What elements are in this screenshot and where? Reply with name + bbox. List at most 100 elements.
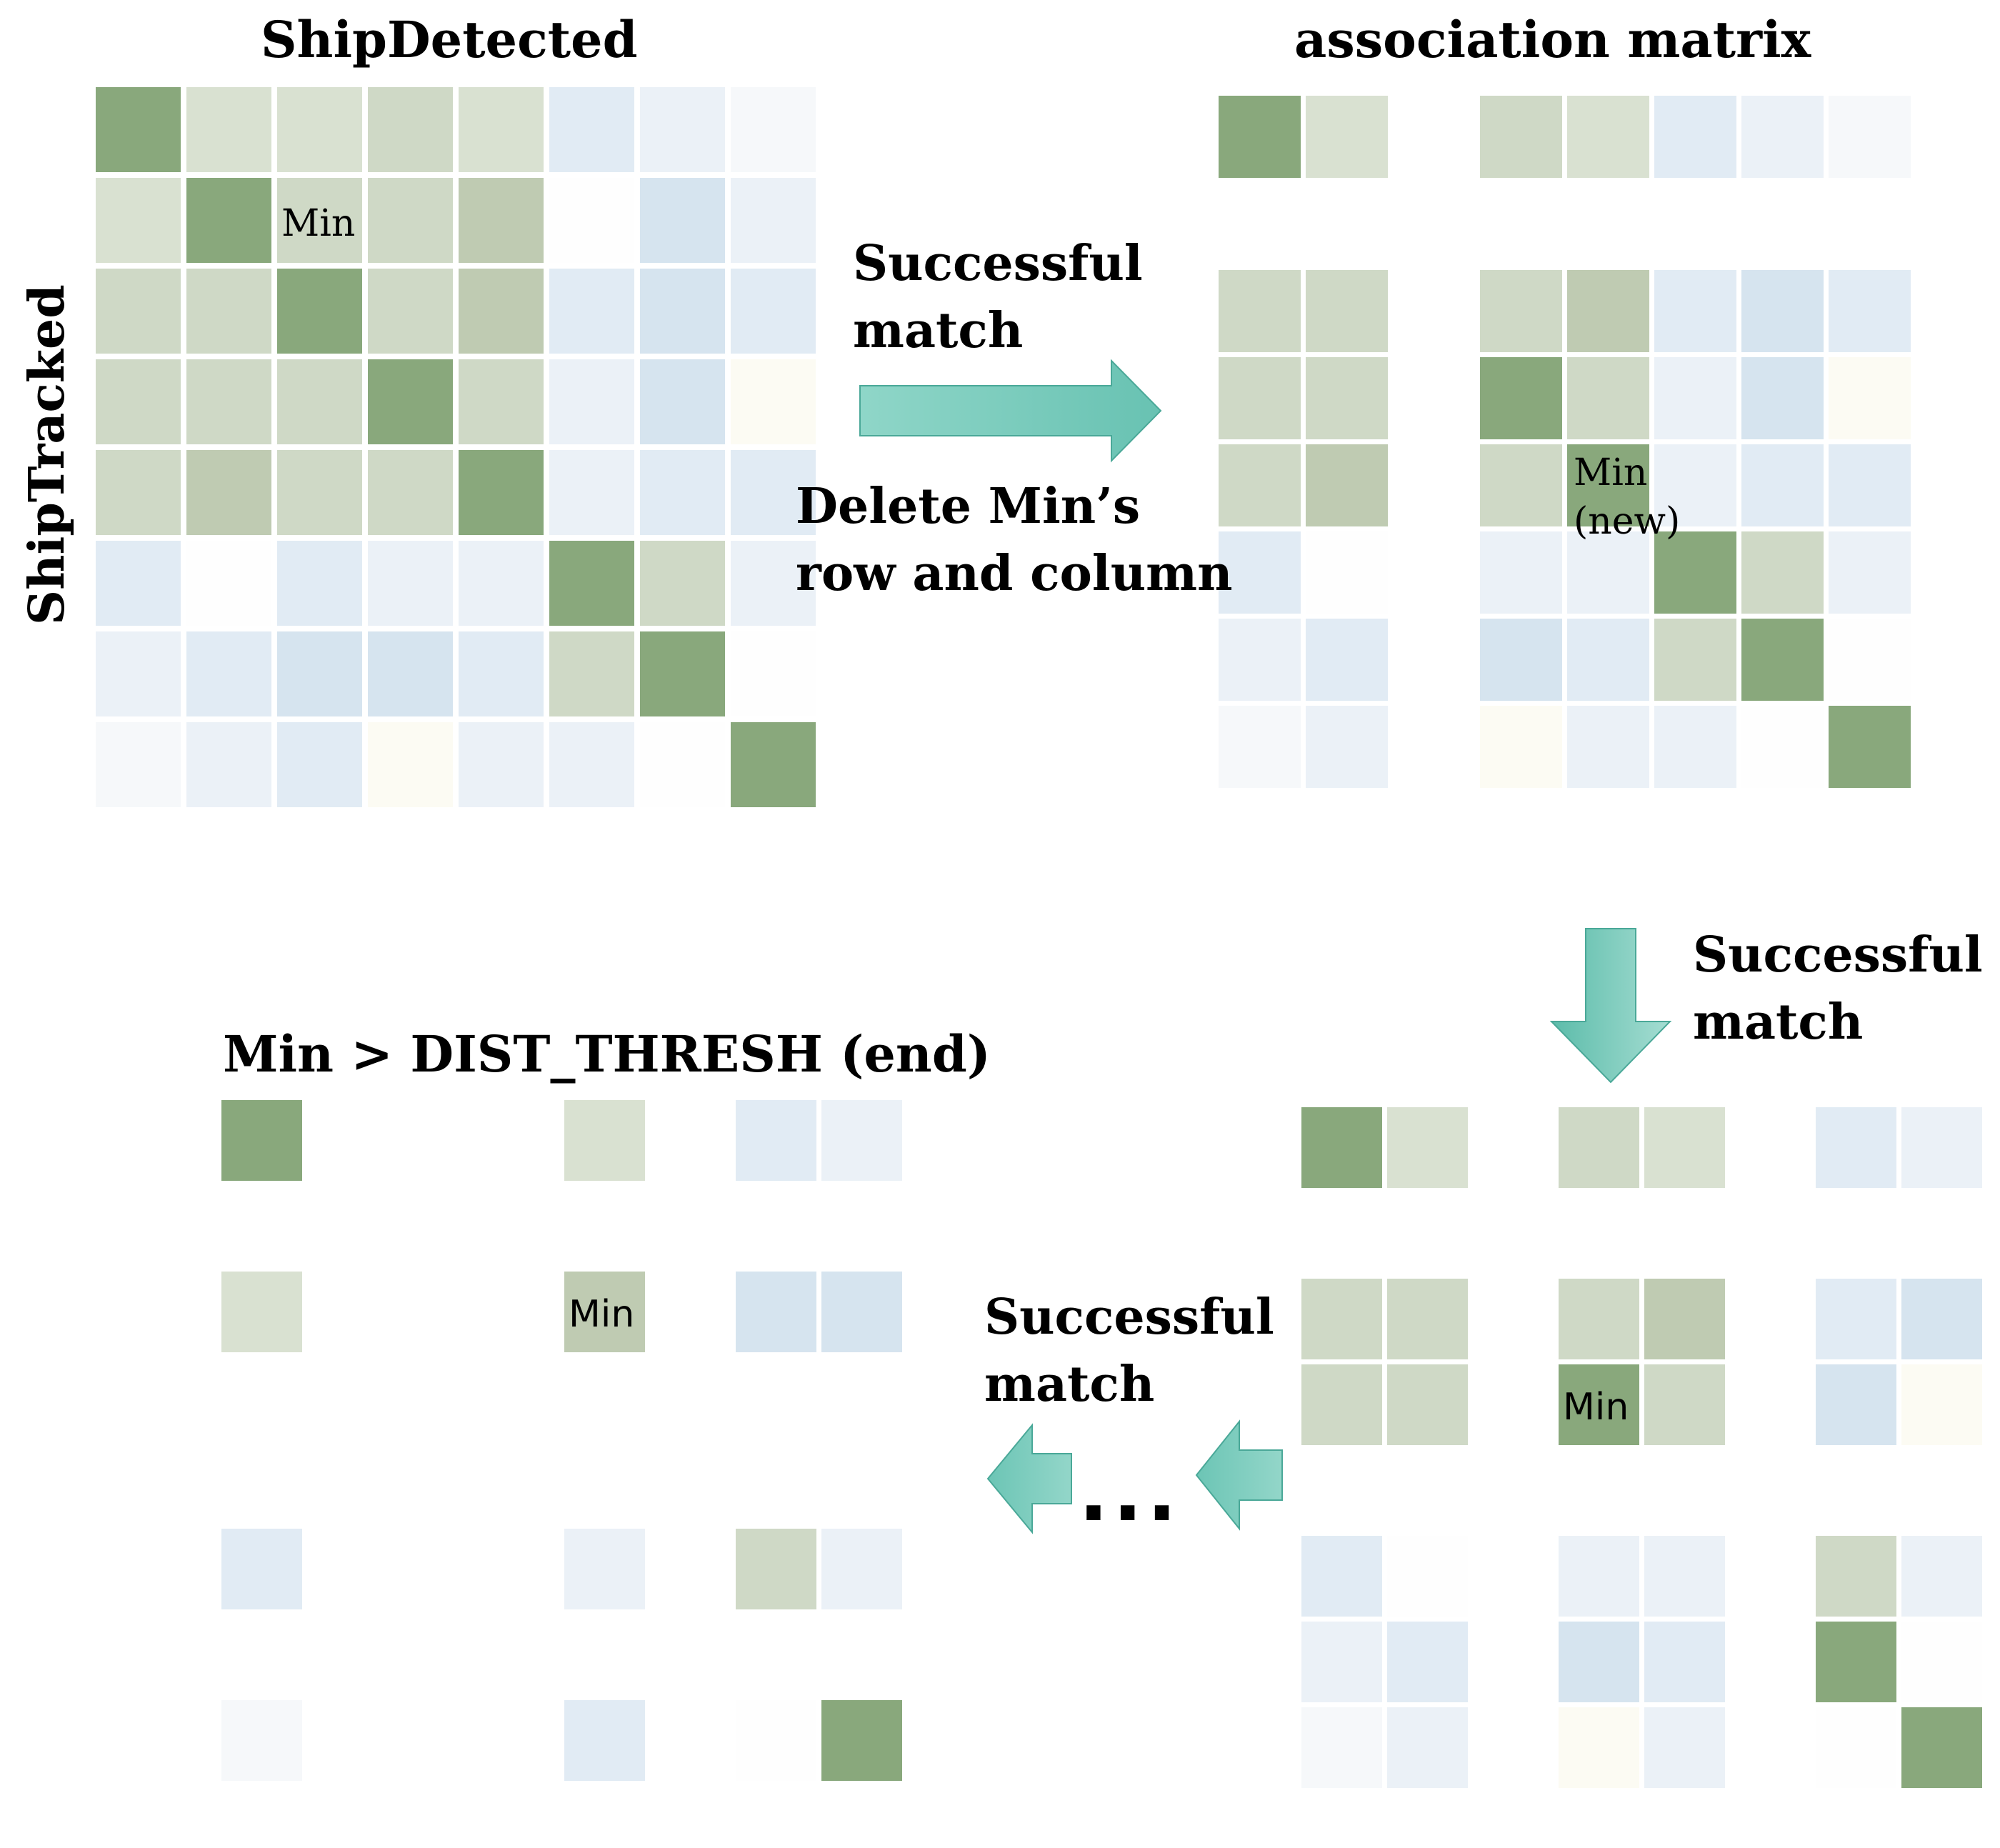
matrix-cell	[96, 359, 181, 444]
matrix-cell	[731, 359, 816, 444]
matrix-cell	[1306, 619, 1388, 701]
matrix-cell-label: Min	[1574, 451, 1648, 494]
matrix-cell	[1901, 1364, 1982, 1445]
matrix-cell	[821, 1272, 902, 1352]
matrix-cell	[96, 450, 181, 535]
matrix-cell	[1644, 1279, 1725, 1359]
matrix-cell	[277, 178, 362, 263]
matrix-cell	[1741, 619, 1824, 701]
matrix-cell	[1654, 619, 1736, 701]
matrix-cell	[1306, 357, 1388, 439]
matrix-cell	[549, 541, 634, 626]
matrix-cell	[1219, 357, 1301, 439]
matrix-cell	[1644, 1536, 1725, 1617]
matrix-cell	[186, 450, 271, 535]
matrix-cell	[221, 1272, 302, 1352]
matrix-cell	[731, 269, 816, 354]
matrix-cell	[1387, 1536, 1468, 1617]
matrix-cell	[1901, 1536, 1982, 1617]
matrix-cell	[1301, 1622, 1382, 1702]
matrix-cell	[96, 631, 181, 716]
matrix-cell-label: Min	[1563, 1386, 1629, 1429]
matrix-cell	[1741, 706, 1824, 788]
matrix-cell	[731, 722, 816, 807]
step-label-second-match: Successful match	[1693, 921, 1983, 1056]
matrix-cell	[96, 722, 181, 807]
matrix-cell	[1816, 1622, 1896, 1702]
matrix-cell	[549, 359, 634, 444]
matrix-cell	[1567, 619, 1649, 701]
matrix-cell	[96, 269, 181, 354]
matrix-cell	[1219, 444, 1301, 526]
matrix-cell	[459, 631, 544, 716]
matrix-cell	[549, 87, 634, 172]
matrix-cell	[1306, 706, 1388, 788]
matrix-cell	[1567, 357, 1649, 439]
matrix-cell	[1654, 531, 1736, 614]
matrix-cell	[640, 359, 725, 444]
matrix-cell	[277, 450, 362, 535]
matrix-cell	[1559, 1364, 1639, 1445]
matrix-cell	[186, 87, 271, 172]
arrow-right-icon-shape	[859, 359, 1162, 463]
matrix-cell	[1387, 1107, 1468, 1188]
matrix-cell	[96, 178, 181, 263]
matrix-cell	[1480, 357, 1562, 439]
matrix-cell	[1644, 1622, 1725, 1702]
step-label-line: row and column	[796, 545, 1233, 602]
matrix-cell	[459, 87, 544, 172]
matrix-cell	[1741, 96, 1824, 178]
matrix-cell	[1306, 96, 1388, 178]
association-matrix-title: association matrix	[1294, 10, 1811, 69]
matrix-cell	[1901, 1707, 1982, 1788]
ellipsis-label: ...	[1079, 1447, 1181, 1539]
step-label-third-match: Successful match	[984, 1284, 1274, 1418]
matrix-cell	[1567, 270, 1649, 352]
matrix-cell	[1654, 706, 1736, 788]
ship-detected-title: ShipDetected	[261, 10, 638, 69]
matrix-cell	[459, 541, 544, 626]
matrix-cell	[186, 269, 271, 354]
matrix-cell	[1829, 444, 1911, 526]
matrix-cell	[736, 1529, 816, 1609]
matrix-cell	[368, 541, 453, 626]
matrix-cell	[640, 722, 725, 807]
matrix-cell	[1559, 1279, 1639, 1359]
matrix-cell	[459, 269, 544, 354]
matrix-cell	[1559, 1107, 1639, 1188]
matrix-cell	[1219, 706, 1301, 788]
matrix-cell	[459, 359, 544, 444]
matrix-cell	[640, 269, 725, 354]
matrix-cell	[731, 178, 816, 263]
matrix-cell	[368, 178, 453, 263]
matrix-cell	[1816, 1279, 1896, 1359]
step-label-line: Successful	[984, 1289, 1274, 1346]
matrix-cell	[1644, 1364, 1725, 1445]
matrix-cell	[1829, 270, 1911, 352]
matrix-cell	[1741, 444, 1824, 526]
step-label-line: match	[1693, 994, 1864, 1051]
matrix-cell	[186, 541, 271, 626]
matrix-cell	[1480, 619, 1562, 701]
matrix-cell	[564, 1272, 645, 1352]
matrix-cell	[186, 631, 271, 716]
arrow-left-icon-shape	[986, 1423, 1072, 1534]
matrix-cell-label: (new)	[1574, 500, 1681, 543]
matrix-cell	[1219, 96, 1301, 178]
matrix-cell	[1567, 531, 1649, 614]
matrix-cell	[1901, 1107, 1982, 1188]
matrix-cell	[277, 359, 362, 444]
matrix-cell	[1567, 444, 1649, 526]
matrix-cell	[368, 87, 453, 172]
matrix-cell	[564, 1529, 645, 1609]
matrix-cell	[277, 541, 362, 626]
matrix-cell	[1387, 1364, 1468, 1445]
matrix-cell	[736, 1100, 816, 1181]
matrix-cell	[1654, 357, 1736, 439]
matrix-cell	[1387, 1707, 1468, 1788]
matrix-cell	[1816, 1707, 1896, 1788]
matrix-cell	[1816, 1107, 1896, 1188]
matrix-cell	[1829, 706, 1911, 788]
delete-row-column-label: Delete Min’s row and column	[796, 473, 1233, 607]
